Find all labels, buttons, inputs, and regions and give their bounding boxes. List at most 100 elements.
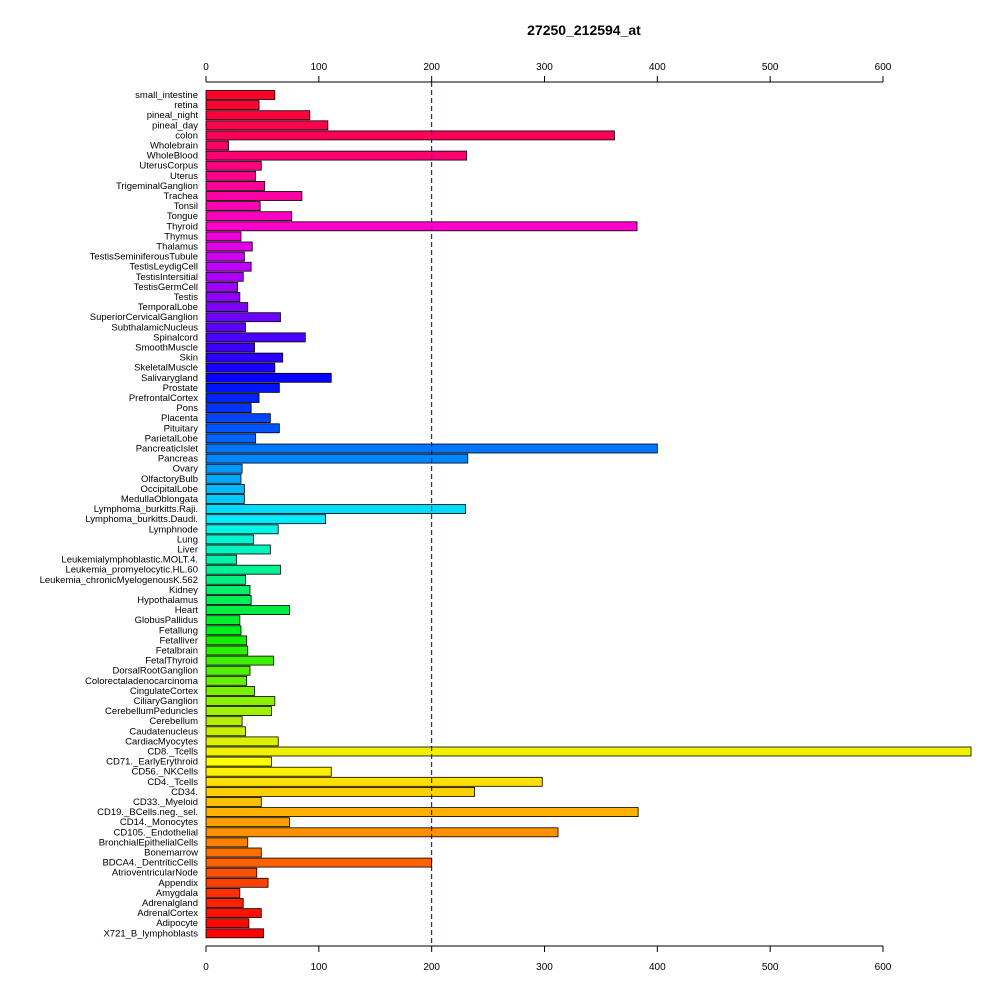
category-label: Pons xyxy=(176,403,198,414)
category-label: CD105._Endothelial xyxy=(113,827,198,838)
category-label: pineal_night xyxy=(147,110,199,121)
bar xyxy=(205,928,264,939)
bar xyxy=(205,393,260,403)
category-label: Adipocyte xyxy=(156,918,198,929)
top-tick-label: 500 xyxy=(762,62,779,73)
bar xyxy=(205,595,252,605)
bar xyxy=(205,261,252,272)
bar xyxy=(205,898,244,908)
bottom-tick-label: 200 xyxy=(423,962,440,973)
bar xyxy=(205,827,559,838)
bottom-tick-label: 0 xyxy=(203,962,209,973)
category-label: Colorectaladenocarcinoma xyxy=(85,676,199,687)
bar xyxy=(205,908,262,918)
category-label: UterusCorpus xyxy=(139,161,198,172)
bar xyxy=(205,888,241,898)
bar xyxy=(205,554,237,565)
category-label: SkeletalMuscle xyxy=(134,363,198,374)
bar xyxy=(205,867,258,878)
category-label: Hypothalamus xyxy=(137,595,198,606)
category-label: Heart xyxy=(175,605,199,616)
category-label: Thalamus xyxy=(156,242,198,253)
bar xyxy=(205,292,241,302)
category-label: Prostate xyxy=(163,383,198,394)
bar xyxy=(205,585,251,595)
bottom-tick-label: 300 xyxy=(536,962,553,973)
category-label: FetalThyroid xyxy=(145,656,198,667)
category-label: Adrenalgland xyxy=(142,898,198,909)
category-label: Kidney xyxy=(169,585,198,596)
chart-title: 27250_212594_at xyxy=(527,22,641,38)
bar xyxy=(205,797,262,807)
category-label: Caudatenucleus xyxy=(129,726,198,737)
bar xyxy=(205,352,284,363)
category-label: CD14._Monocytes xyxy=(120,817,198,828)
category-label: X721_B_lymphoblasts xyxy=(103,928,198,939)
top-tick-label: 0 xyxy=(203,62,209,73)
bar xyxy=(205,100,260,110)
category-label: CD56._NKCells xyxy=(131,767,198,778)
category-label: GlobusPallidus xyxy=(135,615,199,626)
bar xyxy=(205,655,275,666)
category-label: Amygdala xyxy=(156,888,199,899)
bar xyxy=(205,160,262,171)
category-label: TestisSeminiferousTubule xyxy=(90,252,198,263)
category-label: AtrioventricularNode xyxy=(112,868,198,879)
category-label: DorsalRootGanglion xyxy=(112,666,198,677)
top-x-axis: 0 100 200 300 400 500 600 xyxy=(203,62,892,83)
bar xyxy=(205,635,248,646)
bar xyxy=(205,817,290,828)
category-label: Appendix xyxy=(158,878,198,889)
category-label: CardiacMyocytes xyxy=(125,736,198,747)
bar xyxy=(205,574,246,585)
category-label: pineal_day xyxy=(152,120,198,131)
bar xyxy=(205,756,272,767)
bottom-tick-label: 600 xyxy=(875,962,892,973)
bar xyxy=(205,221,638,232)
bar xyxy=(205,787,475,797)
category-label: SmoothMuscle xyxy=(135,343,198,354)
category-label: CD34. xyxy=(171,787,198,798)
category-label: CingulateCortex xyxy=(130,686,198,697)
top-tick-label: 400 xyxy=(649,62,666,73)
category-label: CD19._BCells.neg._sel. xyxy=(97,807,198,818)
category-label: Skin xyxy=(180,353,198,364)
category-label: Lymphnode xyxy=(149,524,198,535)
bar xyxy=(205,837,249,848)
bar xyxy=(205,382,280,393)
bottom-tick-label: 500 xyxy=(762,962,779,973)
bar xyxy=(205,473,242,484)
bar xyxy=(205,362,276,373)
category-label: BronchialEpithelialCells xyxy=(99,837,199,848)
bar xyxy=(205,706,272,716)
bar xyxy=(205,433,257,444)
bar xyxy=(205,90,276,100)
bar xyxy=(205,302,249,313)
category-label: Salivarygland xyxy=(141,373,198,384)
bar xyxy=(205,726,246,737)
bar xyxy=(205,312,281,323)
bottom-tick-label: 100 xyxy=(310,962,327,973)
bar xyxy=(205,696,276,706)
bar xyxy=(205,857,433,868)
category-label: Pituitary xyxy=(164,423,199,434)
category-label: TestisLeydigCell xyxy=(129,262,198,273)
category-label: Uterus xyxy=(170,171,198,182)
bar xyxy=(205,675,248,686)
category-label: SuperiorCervicalGanglion xyxy=(90,312,198,323)
bar xyxy=(205,686,255,696)
category-label: CiliaryGanglion xyxy=(134,696,198,707)
bar xyxy=(205,170,257,181)
bar xyxy=(205,201,261,212)
category-label: TestisGermCell xyxy=(134,282,198,293)
bar xyxy=(205,494,245,504)
top-tick-label: 100 xyxy=(310,62,327,73)
bar xyxy=(205,342,255,353)
category-label: Wholebrain xyxy=(150,141,198,152)
bar xyxy=(205,191,303,201)
category-label: Leukemia_promyelocytic.HL.60 xyxy=(65,565,198,576)
category-label: TestisIntersitial xyxy=(136,272,198,283)
category-label: Lymphoma_burkitts.Raji. xyxy=(94,504,198,515)
bar xyxy=(205,776,543,787)
